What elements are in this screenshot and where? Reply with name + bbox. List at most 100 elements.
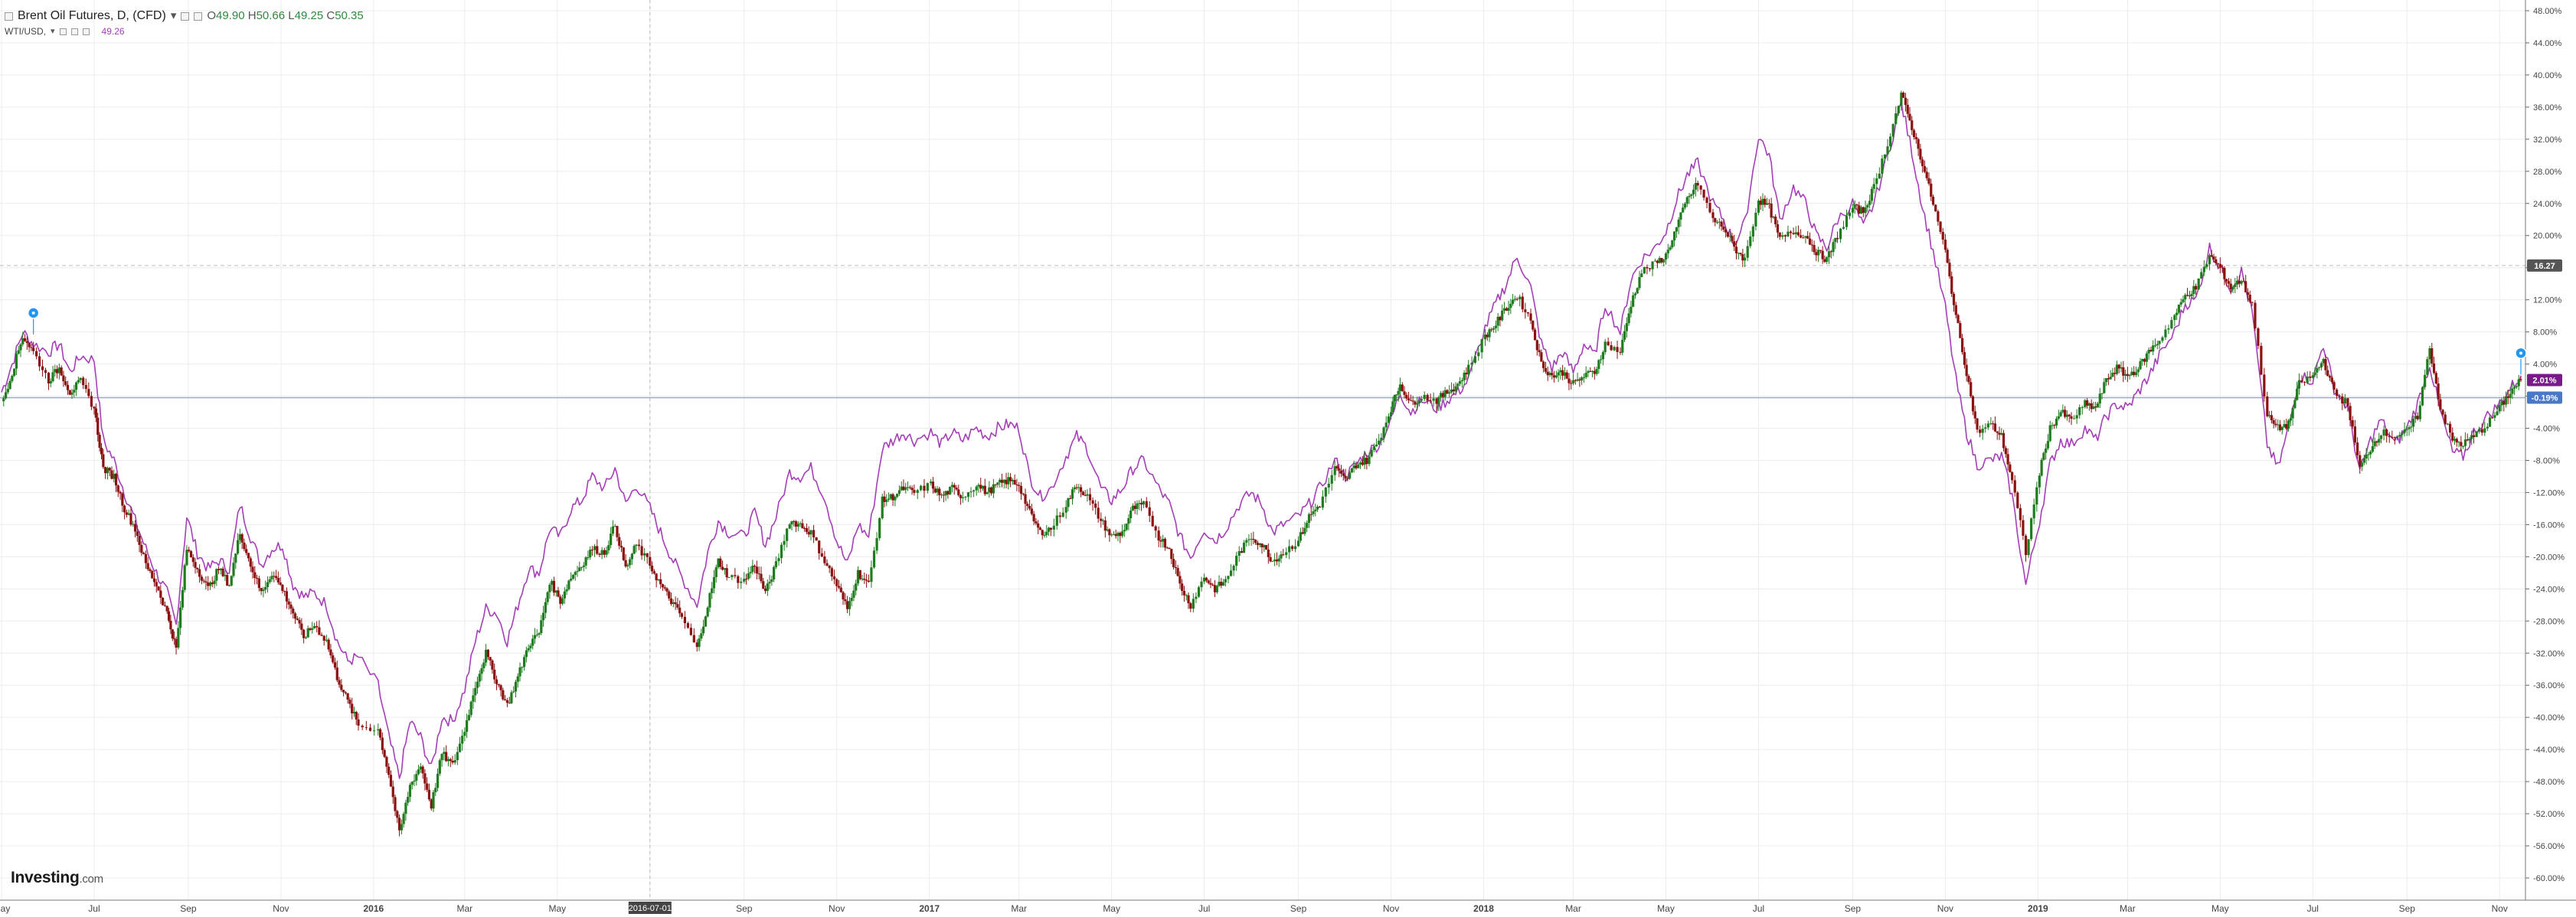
candle-body [196,567,199,569]
candle-body [1912,130,1916,137]
candle-body [1200,581,1203,588]
candle-body [2336,390,2339,396]
candle-body [232,563,235,576]
event-markers[interactable] [27,307,2527,375]
candle-body [493,669,496,680]
candle-body [1403,391,1406,395]
candle-body [1996,431,1999,433]
candle-body [1533,329,1537,341]
settings-icon[interactable] [194,11,203,21]
candle-body [357,719,360,726]
candle-body [1452,389,1455,392]
candle-body [711,588,714,593]
candle-body [2136,369,2140,373]
candle-body [598,553,601,555]
compare-eye-icon[interactable] [59,28,67,35]
candle-body [1170,549,1173,560]
candle-body [1209,583,1212,585]
candle-body [2030,518,2033,540]
x-tick-label: Nov [1937,903,1953,914]
candle-body [548,584,551,592]
eye-icon[interactable] [181,11,190,21]
candle-body [704,616,707,627]
compare-close-icon[interactable] [82,28,90,35]
candle-body [2382,429,2385,436]
candle-body [348,700,351,704]
candle-body [1708,203,1711,213]
candle-body [2502,401,2506,405]
candle-body [906,487,910,488]
compare-chevron-icon[interactable]: ▾ [51,27,55,36]
candle-body [953,485,956,488]
candle-body [1967,376,1970,383]
candle-body [2283,424,2286,427]
candle-body [159,590,162,598]
candle-body [32,348,35,351]
candle-body [1733,241,1736,247]
candle-body [270,576,273,579]
candle-body [1625,323,1628,331]
candle-body [2221,267,2224,269]
candle-body [557,590,560,597]
candle-body [2353,426,2357,443]
candle-body [2179,302,2182,305]
x-tick-label: Jul [1198,903,1210,914]
y-tick-label: -4.00% [2533,425,2560,434]
investing-logo[interactable]: Investing.com [11,869,103,887]
candle-body [2064,410,2067,417]
candle-body [1333,466,1336,475]
dropdown-chevron-icon[interactable]: ▾ [170,9,177,22]
x-tick-label: Sep [2399,903,2416,914]
candle-body [1252,538,1255,540]
candle-body [1764,198,1767,205]
candle-body [1344,475,1347,478]
candle-body [2373,441,2376,446]
candle-body [1794,232,1797,234]
candle-body [2027,539,2030,556]
candle-body [389,775,393,787]
candle-body [157,586,160,591]
candle-body [410,782,414,785]
collapse-legend-icon[interactable] [5,11,13,21]
legend-compare-row: WTI/USD, ▾ 49.26 [5,24,364,38]
candle-body [449,759,452,762]
candle-body [665,588,669,592]
candle-body [140,544,143,553]
candle-body [463,732,466,736]
candle-body [1061,512,1064,517]
candle-body [2410,426,2413,428]
legend-symbol[interactable]: Brent Oil Futures, D, (CFD) [18,9,166,22]
candle-body [2519,379,2522,380]
candle-body [1380,438,1383,441]
candle-body [1477,352,1480,357]
candle-body [2122,367,2125,376]
candle-body [780,544,783,559]
candle-body [1524,309,1527,312]
candle-body [1851,207,1855,213]
candle-body [419,766,422,770]
candle-body [2130,371,2133,375]
candle-body [1554,375,1558,378]
candle-body [60,367,63,376]
candle-body [1398,384,1402,391]
compare-settings-icon[interactable] [70,28,78,35]
compare-symbol[interactable]: WTI/USD, [5,26,46,37]
candle-body [2103,382,2106,393]
candle-body [1931,196,1935,205]
candle-body [1211,584,1214,586]
candle-body [1601,352,1605,360]
candle-body [946,491,950,494]
candle-body [2513,387,2516,389]
candle-body [832,576,836,579]
candle-body [1301,532,1304,534]
candle-body [541,612,545,621]
candle-body [2316,367,2319,373]
candle-body [977,485,980,487]
candle-body [1227,576,1230,579]
candle-body [889,494,892,499]
candle-body [2362,459,2365,463]
candle-body [1715,222,1719,224]
candle-body [300,623,303,630]
